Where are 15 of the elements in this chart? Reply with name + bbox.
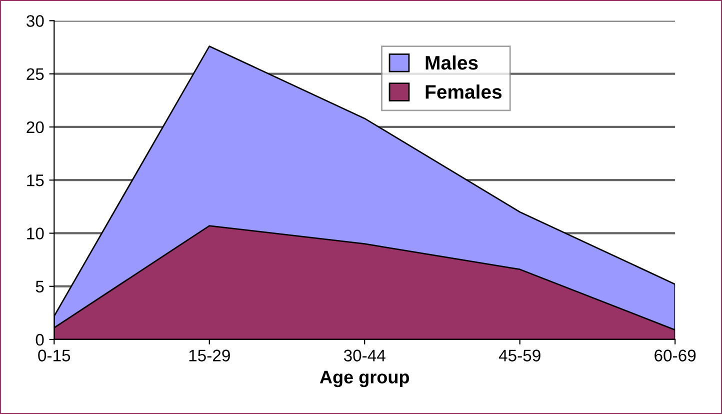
- legend-label: Males: [426, 55, 478, 70]
- y-tick-label: 15: [27, 174, 44, 186]
- x-axis-title: Age group: [320, 370, 410, 388]
- y-tick-label: 30: [26, 15, 44, 27]
- x-tick-label: 45-59: [498, 350, 540, 362]
- x-tick-label: 15-29: [189, 350, 230, 362]
- y-tick-label: 10: [27, 228, 44, 240]
- x-tick-label: 30-44: [344, 350, 386, 362]
- y-tick-label: 0: [36, 334, 44, 346]
- y-tick-label: 20: [26, 121, 44, 134]
- y-tick-label: 25: [26, 68, 44, 80]
- y-tick-label: 5: [36, 280, 44, 293]
- x-tick-label: 0-15: [38, 350, 70, 362]
- legend-label: Females: [426, 84, 502, 99]
- x-tick-label: 60-69: [654, 350, 696, 362]
